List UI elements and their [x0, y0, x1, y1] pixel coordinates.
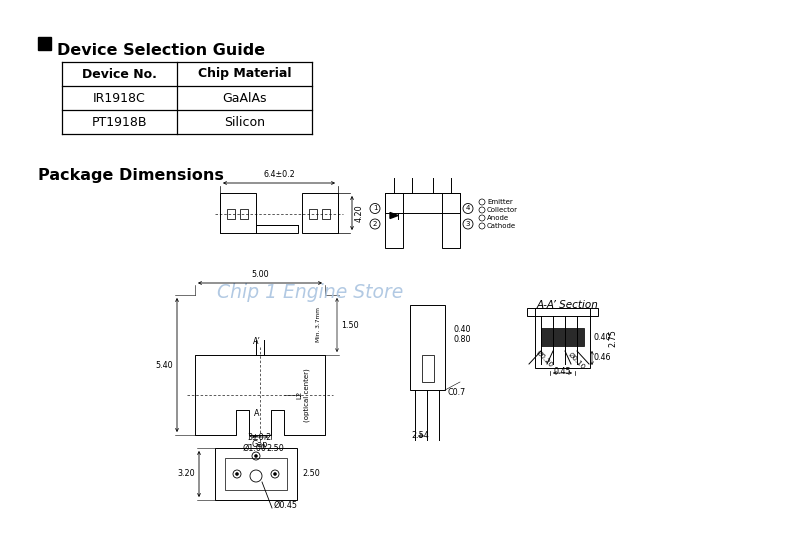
Text: Chip 1 Engine Store: Chip 1 Engine Store	[217, 282, 403, 301]
Bar	[240, 209, 248, 219]
Text: Emitter: Emitter	[487, 199, 513, 205]
Bar	[442, 193, 460, 248]
Text: 1.50: 1.50	[341, 320, 358, 330]
Text: Min. 3.7mm: Min. 3.7mm	[317, 307, 322, 343]
Text: Gap: Gap	[252, 440, 268, 449]
Text: Ø1.00: Ø1.00	[242, 444, 266, 453]
Bar	[385, 193, 403, 248]
Text: 0.46: 0.46	[594, 354, 611, 362]
Bar	[215, 448, 297, 500]
Text: Device No.: Device No.	[82, 67, 157, 81]
Text: A: A	[254, 410, 260, 418]
Bar	[541, 328, 584, 346]
Text: 6.4±0.2: 6.4±0.2	[263, 170, 295, 179]
Bar	[309, 209, 317, 219]
Circle shape	[254, 454, 258, 458]
Text: Collector: Collector	[487, 207, 518, 213]
Text: A-A’ Section: A-A’ Section	[537, 300, 598, 310]
Text: 4: 4	[466, 206, 470, 212]
Text: C0.7: C0.7	[447, 388, 466, 397]
Text: Ø0.45: Ø0.45	[274, 501, 298, 510]
Text: 3.20: 3.20	[178, 469, 195, 479]
Text: 0.80: 0.80	[453, 336, 470, 344]
Text: 4.20: 4.20	[355, 204, 364, 222]
Text: GaAlAs: GaAlAs	[222, 91, 266, 104]
Text: Anode: Anode	[487, 215, 509, 221]
Text: 2.75: 2.75	[608, 329, 617, 347]
Bar	[227, 209, 235, 219]
Text: Chip Material: Chip Material	[198, 67, 291, 81]
Text: 2.54: 2.54	[411, 431, 429, 440]
Text: 0.45: 0.45	[554, 367, 571, 376]
Text: Cathode: Cathode	[487, 223, 516, 229]
Text: 3: 3	[466, 221, 470, 227]
Text: PT1918B: PT1918B	[92, 115, 147, 128]
Text: Ø0.10: Ø0.10	[567, 352, 586, 371]
Bar	[535, 308, 590, 368]
Bar	[322, 209, 330, 219]
Bar	[385, 193, 460, 213]
Bar	[527, 308, 598, 316]
Bar	[38, 37, 51, 50]
Text: 0.40: 0.40	[594, 333, 611, 343]
Text: Ø0.20: Ø0.20	[535, 349, 554, 368]
Text: 1: 1	[373, 206, 378, 212]
Bar	[410, 305, 445, 390]
Circle shape	[235, 472, 239, 476]
Text: 2.50: 2.50	[302, 469, 320, 479]
Text: Package Dimensions: Package Dimensions	[38, 168, 224, 183]
Text: 0.40: 0.40	[453, 325, 470, 335]
Circle shape	[273, 472, 277, 476]
Text: Device Selection Guide: Device Selection Guide	[57, 43, 265, 58]
Text: IR1918C: IR1918C	[93, 91, 146, 104]
Text: Silicon: Silicon	[224, 115, 265, 128]
Bar	[225, 458, 287, 490]
Text: 5.00: 5.00	[251, 270, 269, 279]
Text: 2.50: 2.50	[266, 444, 284, 453]
Text: 2: 2	[373, 221, 377, 227]
Bar	[422, 355, 434, 382]
Text: 5.40: 5.40	[155, 361, 173, 369]
Polygon shape	[390, 213, 398, 219]
Text: (optical center): (optical center)	[303, 368, 310, 422]
Text: A’: A’	[253, 337, 261, 347]
Bar	[220, 193, 256, 233]
Bar	[302, 193, 338, 233]
Text: L2: L2	[296, 391, 302, 399]
Text: 3±0.2: 3±0.2	[248, 433, 272, 442]
Bar	[256, 225, 298, 233]
